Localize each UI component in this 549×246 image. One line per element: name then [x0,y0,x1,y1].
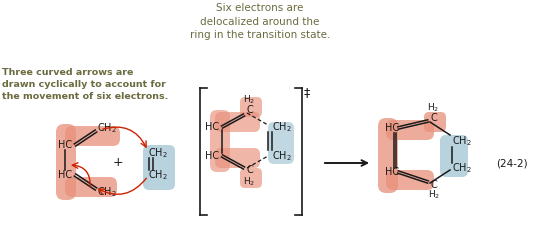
FancyBboxPatch shape [215,112,260,132]
Text: H$_2$: H$_2$ [243,176,255,188]
Text: C: C [247,165,254,175]
FancyBboxPatch shape [240,97,262,117]
Text: CH$_2$: CH$_2$ [148,146,168,160]
FancyBboxPatch shape [240,168,262,188]
Text: Three curved arrows are
drawn cyclically to account for
the movement of six elec: Three curved arrows are drawn cyclically… [2,68,169,101]
FancyBboxPatch shape [268,122,294,164]
Text: HC: HC [58,170,72,180]
FancyBboxPatch shape [440,135,468,177]
Text: CH$_2$: CH$_2$ [148,168,168,182]
Text: C: C [430,180,438,190]
FancyBboxPatch shape [65,126,120,146]
FancyBboxPatch shape [386,170,434,190]
Text: CH$_2$: CH$_2$ [97,185,117,199]
FancyBboxPatch shape [215,148,260,168]
Text: H$_2$: H$_2$ [428,189,440,201]
Text: CH$_2$: CH$_2$ [452,161,472,175]
FancyBboxPatch shape [65,177,117,197]
FancyBboxPatch shape [378,118,398,193]
Text: CH$_2$: CH$_2$ [452,134,472,148]
Text: C: C [247,105,254,115]
Text: HC: HC [385,123,399,133]
FancyBboxPatch shape [210,110,230,172]
Text: CH$_2$: CH$_2$ [272,120,292,134]
Text: CH$_2$: CH$_2$ [272,149,292,163]
Text: H$_2$: H$_2$ [427,102,439,114]
FancyBboxPatch shape [143,145,175,190]
Text: CH$_2$: CH$_2$ [97,121,117,135]
Text: (24-2): (24-2) [496,158,528,168]
Text: HC: HC [58,140,72,150]
Text: C: C [430,113,438,123]
Text: H$_2$: H$_2$ [243,94,255,106]
Text: HC: HC [205,151,219,161]
Text: Six electrons are
delocalized around the
ring in the transition state.: Six electrons are delocalized around the… [190,3,330,40]
FancyBboxPatch shape [386,120,434,140]
FancyBboxPatch shape [56,124,76,200]
FancyBboxPatch shape [424,112,446,132]
Text: ‡: ‡ [304,86,310,99]
Text: HC: HC [385,167,399,177]
Text: HC: HC [205,122,219,132]
Text: +: + [113,156,124,169]
